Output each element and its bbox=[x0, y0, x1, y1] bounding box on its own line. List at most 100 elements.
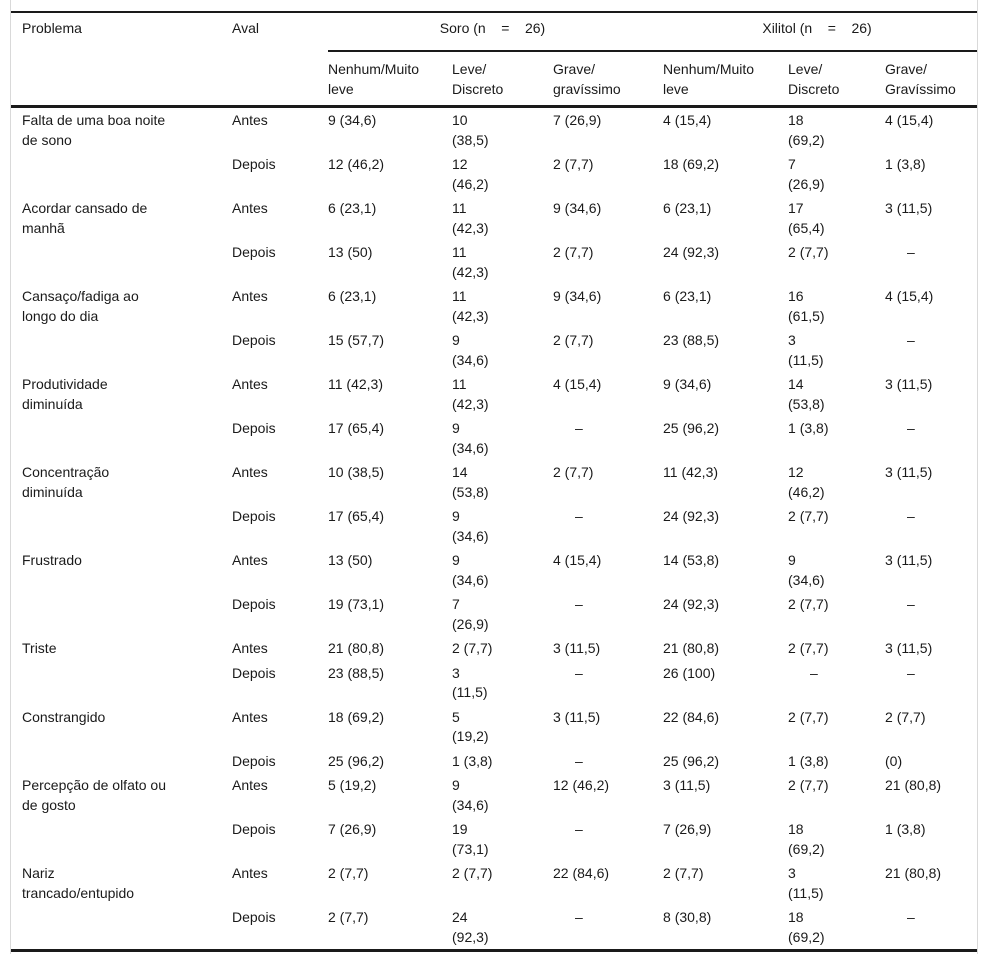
value-cell: 11 (42,3) bbox=[452, 376, 489, 412]
value-cell: 12 (46,2) bbox=[788, 464, 825, 500]
table-row: Depois 25 (96,2) 1 (3,8) – 25 (96,2) 1 (3,8) (… bbox=[11, 749, 977, 774]
value-cell: 9 (34,6) bbox=[452, 552, 489, 588]
value-cell: 1 (3,8) bbox=[788, 752, 829, 769]
value-cell: 18 (69,2) bbox=[788, 821, 825, 857]
value-cell: 9 (34,6) bbox=[452, 508, 489, 544]
table-frame: Problema Aval Soro (n = 26) Xilitol (n =… bbox=[10, 0, 978, 954]
value-cell: 1 (3,8) bbox=[452, 752, 493, 769]
column-header-aval: Aval bbox=[232, 12, 328, 108]
table-row: Frustrado Antes 13 (50) 9 (34,6) 4 (15,4) 14 … bbox=[11, 548, 977, 592]
aval-cell: Depois bbox=[232, 596, 276, 612]
table-row: Falta de uma boa noite de sono Antes 9 (34… bbox=[11, 107, 977, 153]
problem-cell: Produtividade diminuída bbox=[22, 376, 108, 412]
value-cell: 3 (11,5) bbox=[885, 200, 933, 216]
value-cell: 22 (84,6) bbox=[553, 865, 610, 881]
value-cell: 14 (53,8) bbox=[452, 464, 489, 500]
aval-cell: Antes bbox=[232, 865, 268, 881]
value-cell: – bbox=[907, 420, 915, 436]
column-header-xilitol-grave-gravissimo: Grave/ Gravíssimo bbox=[885, 51, 978, 108]
value-cell: 7 (26,9) bbox=[452, 596, 489, 632]
value-cell: 6 (23,1) bbox=[663, 200, 712, 216]
value-cell: 6 (23,1) bbox=[328, 200, 377, 216]
value-cell: – bbox=[810, 664, 818, 681]
value-cell: – bbox=[907, 664, 915, 681]
header-group-row: Problema Aval Soro (n = 26) Xilitol (n =… bbox=[11, 12, 978, 108]
table-row: Produtividade diminuída Antes 11 (42,3) 11 … bbox=[11, 372, 977, 416]
problem-cell: Frustrado bbox=[22, 552, 82, 568]
value-cell: 2 (7,7) bbox=[452, 865, 493, 881]
value-cell: 4 (15,4) bbox=[885, 112, 934, 128]
value-cell: 21 (80,8) bbox=[885, 777, 942, 793]
value-cell: 11 (42,3) bbox=[328, 376, 383, 392]
value-cell: 11 (42,3) bbox=[663, 464, 719, 480]
value-cell: 2 (7,7) bbox=[663, 865, 704, 881]
aval-cell: Depois bbox=[232, 332, 276, 348]
value-cell: – bbox=[575, 752, 583, 769]
value-cell: 6 (23,1) bbox=[328, 288, 377, 304]
value-cell: 21 (80,8) bbox=[663, 640, 720, 656]
value-cell: 2 (7,7) bbox=[788, 708, 829, 725]
column-header-soro-nenhum-muito-leve: Nenhum/Muito leve bbox=[328, 51, 452, 108]
table-row: Depois 19 (73,1) 7 (26,9) – 24 (92,3) 2 (7,7)… bbox=[11, 592, 977, 636]
value-cell: 10 (38,5) bbox=[452, 112, 489, 148]
header-sub-row: Nenhum/Muito leve Leve/ Discreto Grave/ … bbox=[11, 51, 978, 108]
table-body: Falta de uma boa noite de sono Antes 9 (34… bbox=[11, 107, 977, 951]
value-cell: 19 (73,1) bbox=[328, 596, 385, 612]
value-cell: 9 (34,6) bbox=[663, 376, 712, 392]
table-row: Depois 17 (65,4) 9 (34,6) – 24 (92,3) 2 (7,7)… bbox=[11, 504, 977, 548]
value-cell: 1 (3,8) bbox=[885, 821, 926, 837]
value-cell: 2 (7,7) bbox=[553, 332, 594, 348]
value-cell: 24 (92,3) bbox=[663, 244, 720, 260]
value-cell: 2 (7,7) bbox=[788, 640, 829, 656]
column-header-soro-leve-discreto: Leve/ Discreto bbox=[452, 51, 553, 108]
value-cell: – bbox=[907, 909, 915, 925]
value-cell: (0) bbox=[885, 752, 903, 769]
value-cell: 2 (7,7) bbox=[553, 244, 594, 260]
aval-cell: Antes bbox=[232, 112, 268, 128]
column-header-soro-grave-gravissimo: Grave/ gravíssimo bbox=[553, 51, 664, 108]
value-cell: 4 (15,4) bbox=[885, 288, 934, 304]
value-cell: 2 (7,7) bbox=[788, 777, 829, 793]
value-cell: 7 (26,9) bbox=[663, 821, 712, 837]
value-cell: 3 (11,5) bbox=[452, 664, 488, 701]
value-cell: 14 (53,8) bbox=[663, 552, 720, 568]
value-cell: 2 (7,7) bbox=[553, 464, 594, 480]
value-cell: 3 (11,5) bbox=[663, 777, 711, 793]
value-cell: 9 (34,6) bbox=[328, 112, 377, 128]
value-cell: 12 (46,2) bbox=[328, 156, 385, 172]
value-cell: 25 (96,2) bbox=[663, 420, 720, 436]
value-cell: 2 (7,7) bbox=[553, 156, 594, 172]
value-cell: 18 (69,2) bbox=[663, 156, 720, 172]
results-table: Problema Aval Soro (n = 26) Xilitol (n =… bbox=[11, 11, 978, 952]
aval-cell: Depois bbox=[232, 244, 276, 260]
value-cell: 12 (46,2) bbox=[553, 777, 610, 793]
value-cell: 6 (23,1) bbox=[663, 288, 712, 304]
table-row: Depois 17 (65,4) 9 (34,6) – 25 (96,2) 1 (3,8)… bbox=[11, 416, 977, 460]
value-cell: 2 (7,7) bbox=[885, 708, 926, 725]
value-cell: – bbox=[575, 596, 583, 612]
aval-cell: Antes bbox=[232, 288, 268, 304]
group-header-soro: Soro (n = 26) bbox=[328, 12, 664, 52]
value-cell: 24 (92,3) bbox=[663, 508, 720, 524]
aval-cell: Antes bbox=[232, 200, 268, 216]
value-cell: 3 (11,5) bbox=[553, 640, 601, 656]
aval-cell: Antes bbox=[232, 640, 268, 656]
table-row: Acordar cansado de manhã Antes 6 (23,1) 11 … bbox=[11, 196, 977, 240]
problem-cell: Acordar cansado de manhã bbox=[22, 200, 148, 236]
problem-cell: Percepção de olfato ou de gosto bbox=[22, 777, 166, 813]
aval-cell: Depois bbox=[232, 420, 276, 436]
value-cell: 4 (15,4) bbox=[553, 376, 602, 392]
value-cell: 2 (7,7) bbox=[452, 640, 493, 656]
table-row: Depois 13 (50) 11 (42,3) 2 (7,7) 24 (92,3) 2 … bbox=[11, 240, 977, 284]
value-cell: 3 (11,5) bbox=[885, 376, 933, 392]
group-header-xilitol: Xilitol (n = 26) bbox=[663, 12, 978, 52]
value-cell: 1 (3,8) bbox=[885, 156, 926, 172]
aval-cell: Antes bbox=[232, 552, 268, 568]
value-cell: 3 (11,5) bbox=[885, 552, 933, 568]
value-cell: 1 (3,8) bbox=[788, 420, 829, 436]
aval-cell: Depois bbox=[232, 508, 276, 524]
value-cell: 25 (96,2) bbox=[663, 752, 720, 769]
problem-cell: Cansaço/fadiga ao longo do dia bbox=[22, 288, 139, 324]
problem-cell: Constrangido bbox=[22, 708, 106, 725]
value-cell: 10 (38,5) bbox=[328, 464, 385, 480]
